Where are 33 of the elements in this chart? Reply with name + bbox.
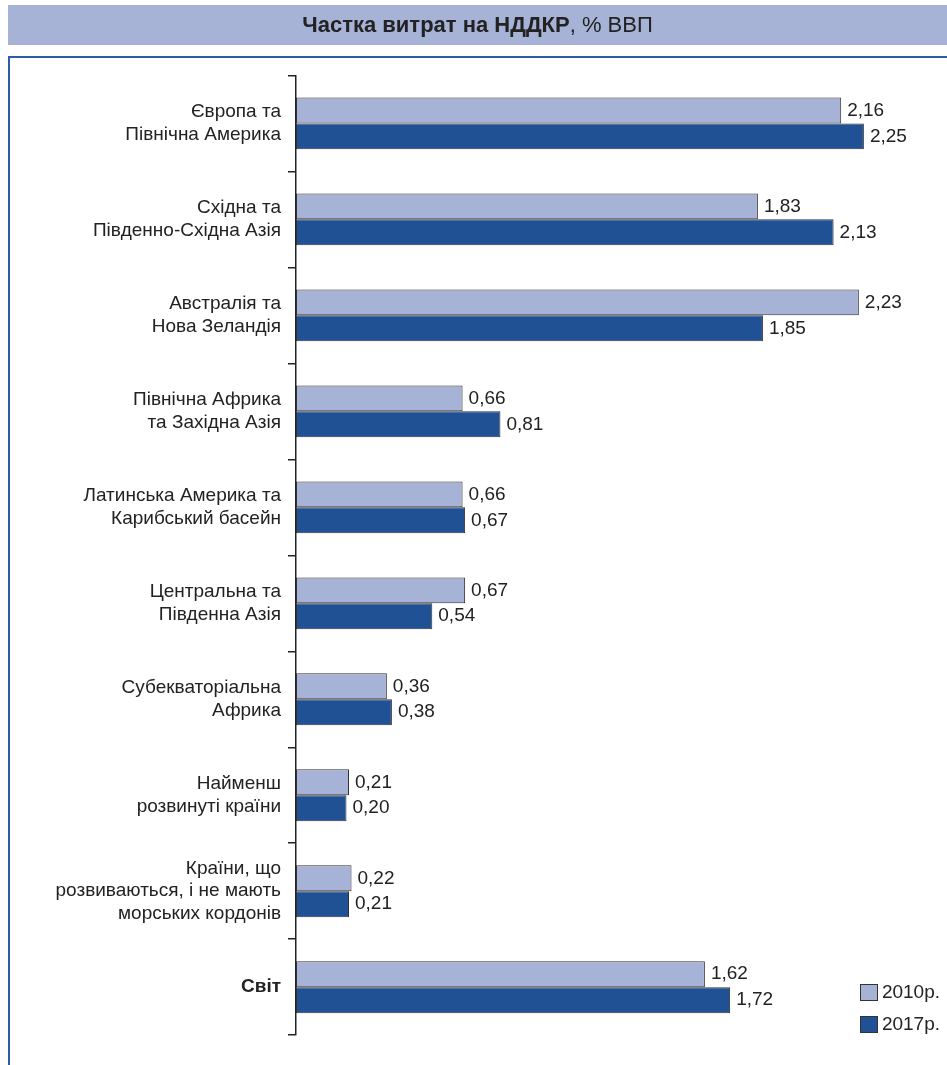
data-label: 0,36 xyxy=(392,674,430,696)
y-tick-label: Країни, що розвиваються, і не мають морських кордонів xyxy=(55,856,282,924)
legend-label: 2017р. xyxy=(881,1013,940,1036)
chart-title: Частка витрат на НДДКР, % ВВП xyxy=(302,12,653,38)
data-label: 0,20 xyxy=(352,796,390,818)
data-label: 1,85 xyxy=(768,316,806,338)
legend-label: 2010р. xyxy=(881,981,940,1004)
data-label: 0,67 xyxy=(471,578,509,600)
data-label: 1,83 xyxy=(763,194,801,216)
y-tick-label: Європа та Північна Америка xyxy=(125,100,282,145)
data-label: 2,23 xyxy=(864,290,902,312)
y-tick-label: Найменш розвинуті країни xyxy=(136,772,281,816)
y-tick-label: Субекваторіальна Африка xyxy=(121,676,282,720)
y-tick-label: Австралія та Нова Зеландія xyxy=(151,292,282,336)
data-label: 2,13 xyxy=(839,220,877,242)
data-label: 0,67 xyxy=(471,508,509,530)
data-label: 2,25 xyxy=(869,124,907,146)
data-label: 0,21 xyxy=(355,892,392,914)
data-label: 0,66 xyxy=(468,482,506,504)
data-label: 1,72 xyxy=(736,988,774,1010)
y-tick-label: Північна Африка та Західна Азія xyxy=(133,388,282,432)
y-tick-label: Латинська Америка та Карибський басейн xyxy=(83,484,282,528)
y-tick-label: Центральна та Південна Азія xyxy=(149,580,282,624)
data-label: 0,54 xyxy=(438,604,476,626)
data-label: 2,16 xyxy=(847,98,885,120)
data-label: 1,62 xyxy=(710,962,748,984)
data-label: 0,38 xyxy=(397,700,435,722)
data-label: 0,22 xyxy=(357,866,395,888)
data-label: 0,66 xyxy=(468,386,506,408)
y-tick-label: Світ xyxy=(241,975,281,997)
data-label: 0,81 xyxy=(506,412,544,434)
data-label: 0,21 xyxy=(355,770,392,792)
y-tick-label: Східна та Південно-Східна Азія xyxy=(92,196,282,240)
